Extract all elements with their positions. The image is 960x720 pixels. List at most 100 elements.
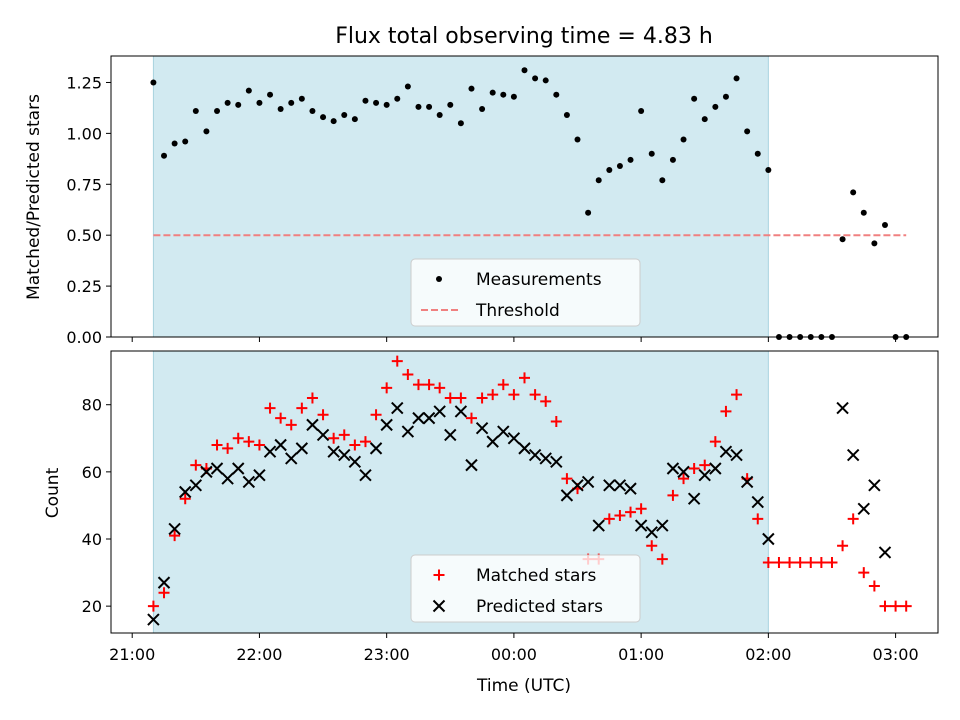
predicted-stars-point [677,465,690,479]
measurement-point [500,91,507,98]
x-tick-label: 21:00 [109,645,155,664]
top-legend-box [410,258,641,327]
bottom-axes-frame [110,350,939,634]
top-panel: Flux total observing time = 4.83 h Match… [24,24,939,347]
legend-label: Measurements [476,270,602,290]
measurement-point [426,103,433,110]
measurement-point [839,236,846,243]
matched-stars-point [328,432,340,444]
predicted-stars-point [634,519,648,532]
measurement-point [341,112,348,119]
matched-stars-point [434,382,446,394]
measurement-point [733,75,740,82]
top-plot-area: 0.00 0.25 0.50 0.75 1.00 1.25 Measurements Thre… [66,55,939,347]
matched-stars-point [306,392,318,404]
predicted-stars-point [274,438,287,452]
predicted-stars-point [613,479,627,492]
measurement-point [457,120,464,127]
bottom-panel-y-axis-label: Count [43,467,63,518]
bottom-y-tick-label: 20 [82,597,102,616]
measurement-point [691,95,698,102]
predicted-stars-point [369,442,383,455]
legend-label: Predicted stars [476,597,603,617]
measurement-point [722,93,729,100]
predicted-stars-point [242,475,256,489]
predicted-stars-point [868,479,881,492]
measurement-point [245,87,252,94]
matched-stars-point [497,379,509,391]
predicted-stars-point [380,418,393,432]
matched-stars-point [391,355,403,367]
matched-stars-point [296,402,308,414]
measurement-point [754,150,761,157]
predicted-stars-point [338,448,351,462]
predicted-stars-point [454,405,468,418]
predicted-stars-point [560,489,574,502]
measurement-point [510,93,517,100]
top-panel-title: Flux total observing time = 4.83 h [335,24,713,49]
matched-stars-point [275,412,287,424]
predicted-stars-point [518,442,531,455]
predicted-stars-point [232,462,245,475]
bottom-legend: Matched stars Predicted stars [410,554,641,623]
x-tick-label: 22:00 [236,645,282,664]
matched-stars-point [487,389,499,401]
matched-stars-point [868,580,880,592]
measurement-point [871,240,878,247]
measurement-point [277,105,284,112]
measurement-point [214,107,221,114]
predicted-stars-point [359,469,372,482]
measurement-point [744,128,751,135]
legend-label: Matched stars [476,566,596,586]
predicted-stars-point [878,546,892,559]
measurement-point [860,209,867,216]
measurement-point [404,83,411,90]
predicted-stars-point [836,401,849,415]
measurement-point [224,99,231,106]
matched-stars-point [147,600,159,612]
top-legend: Measurements Threshold [410,258,641,327]
matched-stars-point [879,600,891,612]
bottom-y-tick-label: 60 [82,463,102,482]
matched-stars-point [635,503,647,515]
legend-label: Threshold [475,301,560,321]
predicted-stars-point [316,428,330,442]
predicted-stars-point [179,485,192,499]
matched-stars-point [508,389,520,401]
measurement-point [256,99,263,106]
top-y-tick-label: 0.00 [66,328,102,347]
measurement-point [616,162,623,169]
predicted-stars-point [444,428,457,442]
matched-stars-point [519,372,530,384]
predicted-stars-point [168,522,181,536]
matched-stars-point [317,409,329,421]
matched-stars-point [731,389,743,401]
predicted-stars-point [592,519,605,532]
top-y-tick-label: 1.00 [66,124,102,143]
measurement-point [553,91,560,98]
matched-stars-point [847,513,859,525]
measurement-point [182,138,189,145]
predicted-stars-point [709,462,722,475]
matched-stars-point [625,506,637,518]
predicted-stars-point [285,452,298,465]
measurement-point [362,97,369,104]
matched-stars-point [476,392,488,404]
measurement-point [436,112,443,119]
bottom-y-tick-label: 40 [82,530,102,549]
predicted-stars-point [550,455,563,468]
matched-stars-point [784,557,796,568]
measurement-point [468,85,475,92]
predicted-stars-point [762,532,775,546]
matched-stars-point [444,392,456,404]
predicted-stars-point [539,452,552,465]
matched-stars-point [232,432,244,444]
measurement-point [330,118,337,125]
measurement-point [712,103,719,110]
top-panel-y-axis-label: Matched/Predicted stars [24,94,44,300]
predicted-stars-point [263,445,277,458]
predicted-stars-point [719,445,733,458]
matched-stars-point [656,553,668,565]
measurement-point [574,136,581,143]
matched-stars-point [752,513,764,525]
